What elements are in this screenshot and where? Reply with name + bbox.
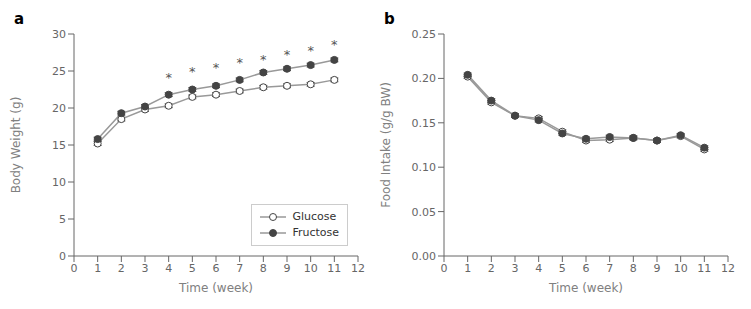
svg-text:*: * [284, 47, 291, 62]
svg-text:Body Weight (g): Body Weight (g) [9, 97, 23, 194]
svg-text:*: * [213, 60, 220, 75]
svg-text:11: 11 [327, 262, 341, 275]
svg-text:*: * [307, 43, 314, 58]
svg-text:7: 7 [236, 262, 243, 275]
svg-text:10: 10 [52, 176, 66, 189]
svg-text:*: * [331, 37, 338, 52]
svg-text:5: 5 [559, 262, 566, 275]
svg-text:9: 9 [284, 262, 291, 275]
html-text:a: a [14, 10, 25, 28]
svg-text:*: * [260, 52, 267, 67]
svg-text:3: 3 [512, 262, 519, 275]
svg-text:0.20: 0.20 [412, 72, 437, 85]
svg-text:10: 10 [304, 262, 318, 275]
svg-text:0: 0 [71, 262, 78, 275]
svg-text:6: 6 [213, 262, 220, 275]
svg-text:*: * [189, 64, 196, 79]
svg-text:2: 2 [488, 262, 495, 275]
svg-text:7: 7 [606, 262, 613, 275]
svg-text:5: 5 [189, 262, 196, 275]
svg-text:30: 30 [52, 28, 66, 41]
svg-text:*: * [165, 70, 172, 85]
svg-text:Time (week): Time (week) [548, 281, 623, 295]
svg-text:8: 8 [260, 262, 267, 275]
svg-text:2: 2 [118, 262, 125, 275]
svg-text:0.10: 0.10 [412, 161, 437, 174]
svg-text:Time (week): Time (week) [178, 281, 253, 295]
svg-text:12: 12 [721, 262, 735, 275]
svg-text:25: 25 [52, 65, 66, 78]
svg-text:10: 10 [674, 262, 688, 275]
svg-text:0: 0 [59, 250, 66, 263]
svg-text:1: 1 [464, 262, 471, 275]
svg-text:4: 4 [535, 262, 542, 275]
svg-text:0.05: 0.05 [412, 206, 437, 219]
html-text:Glucose: Glucose [292, 210, 337, 223]
svg-text:0.15: 0.15 [412, 117, 437, 130]
svg-text:Food Intake (g/g BW): Food Intake (g/g BW) [379, 82, 393, 208]
svg-text:1: 1 [94, 262, 101, 275]
svg-text:4: 4 [165, 262, 172, 275]
svg-text:5: 5 [59, 213, 66, 226]
svg-text:15: 15 [52, 139, 66, 152]
svg-text:3: 3 [142, 262, 149, 275]
html-text:b: b [384, 10, 395, 28]
svg-text:6: 6 [583, 262, 590, 275]
svg-text:0: 0 [441, 262, 448, 275]
svg-text:12: 12 [351, 262, 365, 275]
svg-text:9: 9 [654, 262, 661, 275]
svg-text:*: * [236, 55, 243, 70]
svg-text:20: 20 [52, 102, 66, 115]
html-text:Fructose: Fructose [292, 226, 339, 239]
svg-text:0.25: 0.25 [412, 28, 437, 41]
svg-text:0.00: 0.00 [412, 250, 437, 263]
svg-text:8: 8 [630, 262, 637, 275]
svg-text:11: 11 [697, 262, 711, 275]
